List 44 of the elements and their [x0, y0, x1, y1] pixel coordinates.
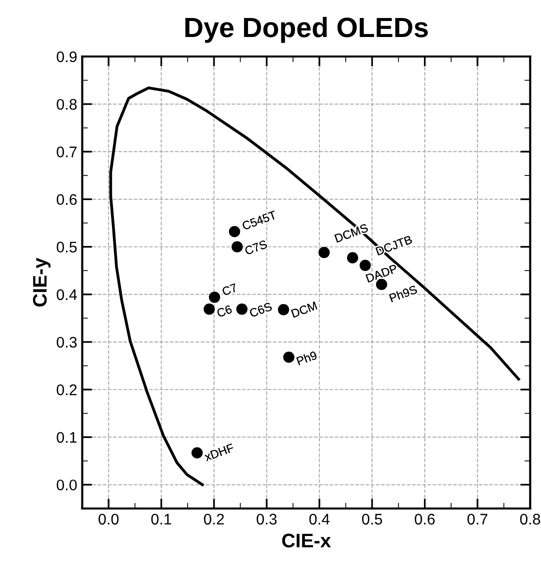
annotation: C6: [216, 304, 232, 318]
annotation: DCM: [291, 301, 318, 318]
annotation: C545T: [242, 210, 277, 230]
line-series: [109, 86, 520, 486]
x-axis-title: CIE-x: [282, 534, 331, 548]
annotation: Ph9S: [388, 284, 418, 302]
y-tick-label: 0.2: [56, 384, 77, 396]
x-tick-label: 0.7: [467, 514, 488, 525]
annotation: Ph9: [296, 350, 318, 366]
point: [283, 352, 294, 363]
y-tick-label: 0.7: [56, 146, 77, 158]
y-tick-label: 0.9: [56, 51, 77, 62]
y-axis-title: CIE-y: [32, 258, 51, 307]
annotation: C6S: [249, 302, 272, 318]
annotation: C7: [222, 283, 238, 296]
x-tick-label: 0.1: [151, 514, 172, 525]
point: [228, 226, 240, 238]
point: [232, 241, 243, 252]
x-tick-label: 0.8: [520, 514, 540, 525]
point: [192, 447, 203, 458]
x-tick-label: 0.3: [256, 514, 277, 525]
point: [278, 304, 290, 316]
y-tick-label: 0.3: [56, 336, 77, 348]
x-tick-label: 0.6: [414, 514, 435, 525]
annotation: DCJTB: [375, 235, 413, 256]
annotation: C7S: [244, 240, 268, 256]
y-tick-label: 0.5: [56, 242, 77, 252]
y-tick-label: 0.0: [56, 480, 77, 490]
point: [318, 246, 330, 258]
point: [208, 292, 220, 303]
x-tick-label: 0.2: [204, 514, 224, 525]
annotation: xDHF: [204, 443, 234, 462]
point: [236, 304, 248, 315]
x-tick-label: 0.4: [309, 514, 330, 525]
annotation: DADP: [366, 264, 398, 283]
y-tick-label: 0.6: [56, 194, 77, 205]
point: [204, 304, 215, 315]
y-tick-label: 0.1: [56, 432, 77, 443]
chart-title: Dye Doped OLEDs: [185, 16, 428, 43]
x-tick-label: 0.5: [362, 514, 382, 525]
point: [346, 252, 358, 264]
x-tick-label: 0.0: [98, 514, 119, 525]
y-tick-label: 0.4: [56, 289, 77, 300]
y-tick-label: 0.8: [56, 98, 77, 110]
